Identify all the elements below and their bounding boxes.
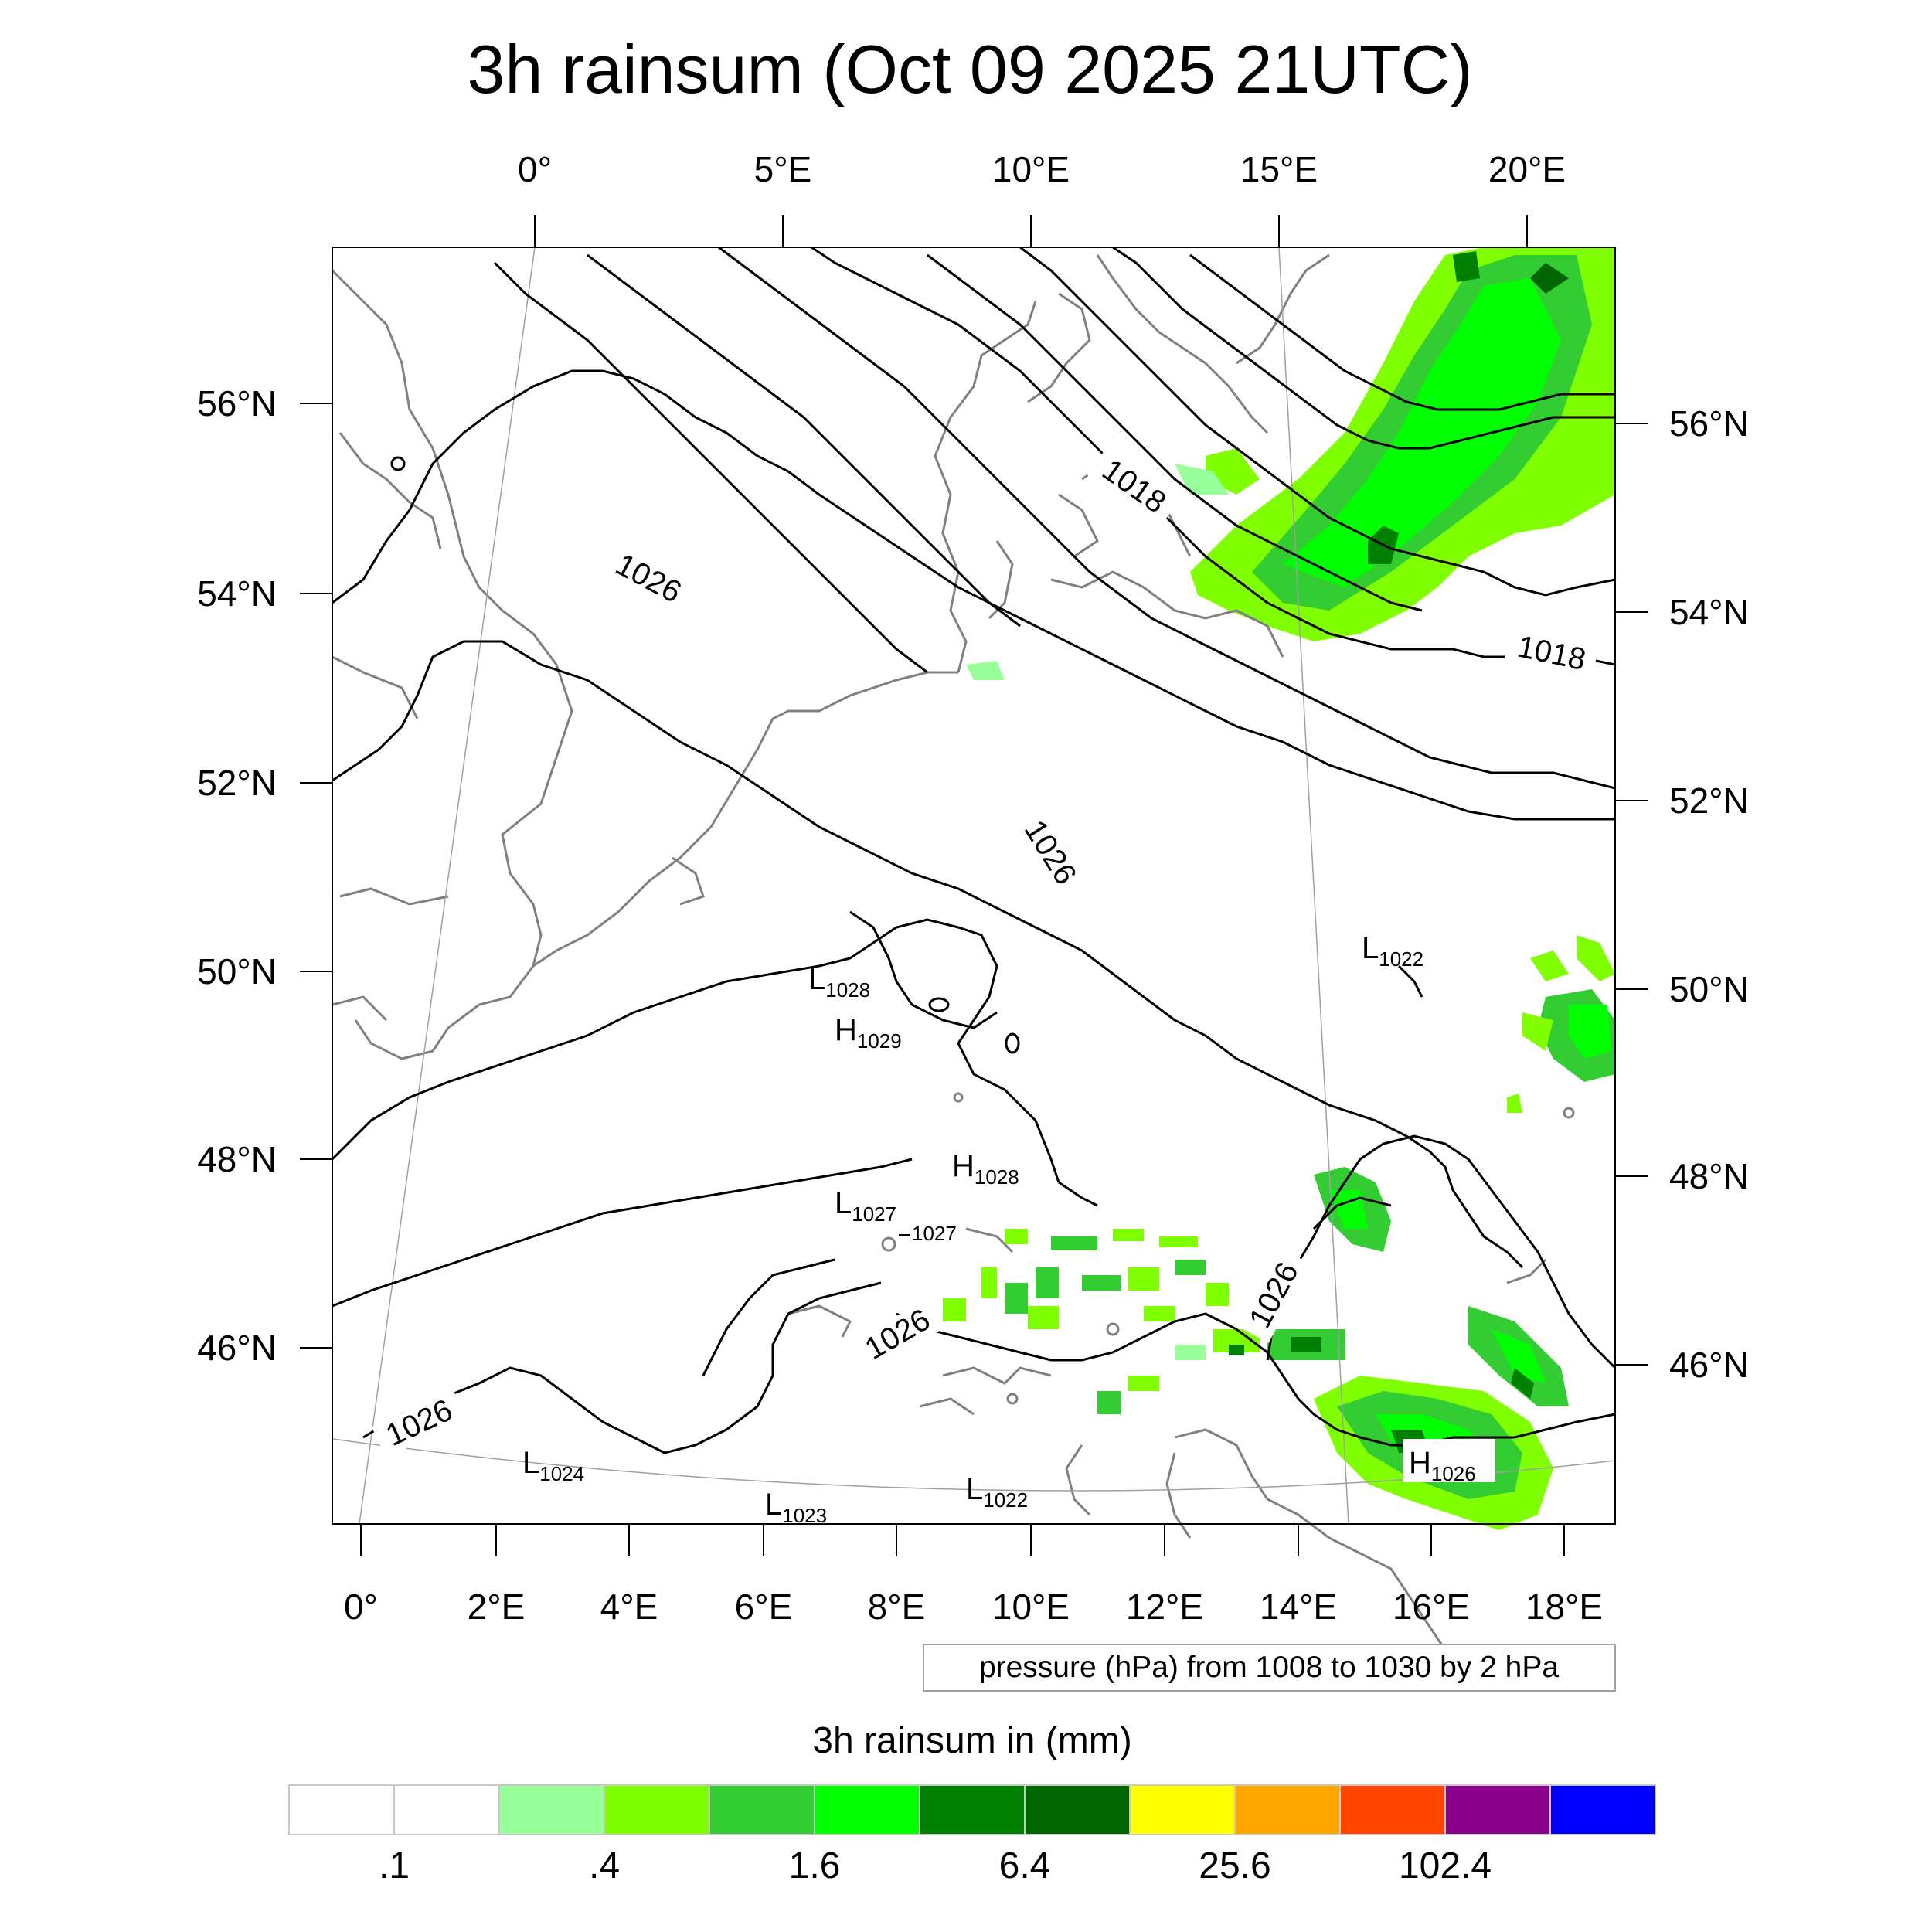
pressure-center-value: 1023 bbox=[782, 1504, 827, 1527]
pressure-center-type: H bbox=[952, 1149, 975, 1183]
colorbar-swatch bbox=[498, 1784, 605, 1835]
pressure-center-type: H bbox=[1409, 1446, 1431, 1480]
left-lat-label: 52°N bbox=[197, 763, 277, 803]
pressure-center-value: 1029 bbox=[857, 1029, 902, 1053]
contour-label: 1018 bbox=[1515, 630, 1589, 678]
right-lat-label: 46°N bbox=[1669, 1345, 1749, 1385]
top-lon-label: 10°E bbox=[992, 149, 1070, 189]
top-lon-label: 5°E bbox=[754, 149, 812, 189]
colorbar-labels: .1 .4 1.6 6.4 25.6 102.4 bbox=[379, 1845, 1492, 1886]
pressure-center-high: H1028 bbox=[952, 1149, 1019, 1189]
legend-title: 3h rainsum in (mm) bbox=[812, 1720, 1131, 1761]
pressure-center-low: L1022 bbox=[1362, 931, 1423, 971]
colorbar-label: 6.4 bbox=[999, 1845, 1051, 1886]
colorbar-swatch bbox=[1444, 1784, 1551, 1835]
colorbar-swatch bbox=[1129, 1784, 1236, 1835]
top-lon-label: 20°E bbox=[1488, 149, 1566, 189]
colorbar-swatch bbox=[814, 1784, 920, 1835]
left-lat-labels: 56°N 54°N 52°N 50°N 48°N 46°N bbox=[197, 383, 277, 1368]
colorbar-swatch bbox=[604, 1784, 710, 1835]
top-lon-labels: 0° 5°E 10°E 15°E 20°E bbox=[518, 149, 1566, 189]
figure-title: 3h rainsum (Oct 09 2025 21UTC) bbox=[467, 31, 1472, 107]
right-lat-label: 52°N bbox=[1669, 781, 1749, 821]
isobars bbox=[331, 246, 1617, 1454]
bottom-lon-label: 2°E bbox=[468, 1587, 526, 1627]
bottom-lon-label: 12°E bbox=[1126, 1587, 1203, 1627]
pressure-center-low: L1028 bbox=[808, 962, 870, 1002]
map-frame bbox=[332, 247, 1616, 1525]
pressure-center-low: L1027 bbox=[835, 1186, 896, 1226]
pressure-center-low: L1022 bbox=[966, 1472, 1028, 1512]
right-lat-label: 50°N bbox=[1669, 969, 1749, 1009]
coastlines bbox=[331, 253, 1575, 1662]
contour-label: 1026 bbox=[610, 547, 686, 610]
pressure-center-low: L1023 bbox=[765, 1488, 827, 1527]
pressure-centers: L1028 H1029 H1028 L1027 L1022 L1024 L102… bbox=[522, 931, 1495, 1527]
info-box-frame bbox=[923, 1644, 1616, 1692]
precipitation-field bbox=[943, 247, 1615, 1530]
bottom-lon-label: 4°E bbox=[600, 1587, 658, 1627]
top-lon-label: 15°E bbox=[1240, 149, 1318, 189]
pressure-center-value: 1024 bbox=[539, 1462, 584, 1485]
pressure-center-value: 1028 bbox=[825, 978, 870, 1002]
pressure-center-type: L bbox=[835, 1186, 852, 1220]
colorbar-swatch bbox=[393, 1784, 500, 1835]
pressure-center-type: L bbox=[808, 962, 825, 996]
left-lat-label: 48°N bbox=[197, 1139, 277, 1179]
pressure-center-type: L bbox=[522, 1446, 539, 1480]
colorbar-swatch bbox=[1234, 1784, 1341, 1835]
pressure-center-high: H1029 bbox=[835, 1013, 902, 1053]
colorbar-swatch bbox=[288, 1784, 395, 1835]
colorbar-label: .1 bbox=[379, 1845, 410, 1886]
pressure-center-high: H1026 bbox=[1409, 1446, 1476, 1485]
right-lat-label: 56°N bbox=[1669, 403, 1749, 444]
pressure-center-value: 1026 bbox=[1431, 1462, 1476, 1485]
colorbar-label: 25.6 bbox=[1199, 1845, 1270, 1886]
pressure-center-value: 1027 bbox=[852, 1202, 896, 1226]
left-lat-label: 56°N bbox=[197, 383, 277, 423]
colorbar-label: .4 bbox=[589, 1845, 620, 1886]
bottom-lon-label: 18°E bbox=[1526, 1587, 1603, 1627]
bottom-lon-labels: 0° 2°E 4°E 6°E 8°E 10°E 12°E 14°E 16°E 1… bbox=[344, 1587, 1603, 1627]
colorbar-swatch bbox=[1339, 1784, 1446, 1835]
right-lat-label: 54°N bbox=[1669, 592, 1749, 632]
bottom-lon-label: 10°E bbox=[992, 1587, 1070, 1627]
tick-marks bbox=[300, 215, 1648, 1556]
bottom-lon-label: 8°E bbox=[868, 1587, 926, 1627]
pressure-center-type: L bbox=[1362, 931, 1379, 965]
colorbar-swatch bbox=[1024, 1784, 1131, 1835]
bottom-lon-label: 14°E bbox=[1260, 1587, 1337, 1627]
colorbar-swatch bbox=[709, 1784, 815, 1835]
contour-label: 1026 bbox=[381, 1393, 457, 1452]
right-lat-labels: 56°N 54°N 52°N 50°N 48°N 46°N bbox=[1669, 403, 1749, 1385]
colorbar-label: 102.4 bbox=[1399, 1845, 1492, 1886]
pressure-center-value: 1022 bbox=[983, 1488, 1028, 1512]
pressure-center-value: 1028 bbox=[975, 1165, 1019, 1189]
pressure-center-value: 1022 bbox=[1379, 947, 1423, 971]
pressure-center-type: H bbox=[835, 1013, 857, 1047]
right-lat-label: 48°N bbox=[1669, 1156, 1749, 1196]
left-lat-label: 46°N bbox=[197, 1328, 277, 1368]
colorbar-swatch bbox=[919, 1784, 1026, 1835]
pressure-center-type: L bbox=[966, 1472, 983, 1506]
contour-label: 1026 bbox=[1243, 1257, 1305, 1333]
pressure-center-type: L bbox=[765, 1488, 782, 1522]
colorbar-swatch bbox=[1549, 1784, 1656, 1835]
left-lat-label: 54°N bbox=[197, 573, 277, 614]
left-lat-label: 50°N bbox=[197, 951, 277, 992]
info-box-text: pressure (hPa) from 1008 to 1030 by 2 hP… bbox=[979, 1651, 1559, 1684]
mini-contour-label: 1027 bbox=[912, 1222, 957, 1245]
colorbar bbox=[288, 1784, 1656, 1835]
pressure-center-low: L1024 bbox=[522, 1446, 584, 1485]
colorbar-label: 1.6 bbox=[789, 1845, 841, 1886]
top-lon-label: 0° bbox=[518, 149, 552, 189]
bottom-lon-label: 16°E bbox=[1393, 1587, 1470, 1627]
contour-label: 1026 bbox=[859, 1302, 936, 1366]
bottom-lon-label: 6°E bbox=[735, 1587, 793, 1627]
bottom-lon-label: 0° bbox=[344, 1587, 378, 1627]
